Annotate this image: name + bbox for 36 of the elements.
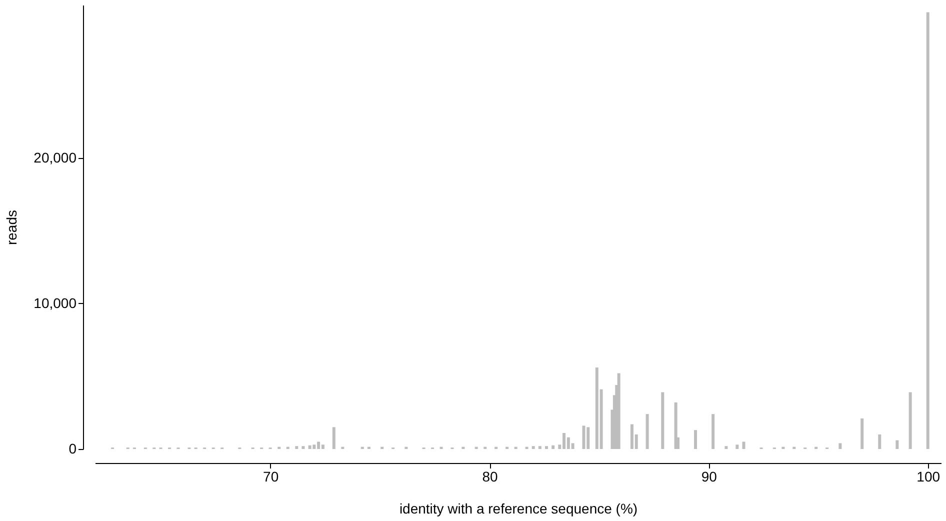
bar — [926, 12, 930, 449]
y-axis-title: reads — [4, 210, 20, 246]
bar — [646, 414, 649, 449]
bar — [742, 442, 746, 449]
bar — [661, 392, 664, 449]
bar — [302, 446, 305, 449]
y-tick-label: 0 — [68, 440, 77, 456]
bar — [878, 434, 882, 449]
bar — [532, 446, 535, 449]
bar — [724, 446, 728, 449]
bar — [617, 373, 620, 449]
bar — [586, 427, 590, 449]
bar — [582, 426, 586, 449]
bar — [860, 418, 864, 449]
bar — [896, 440, 899, 449]
bar — [674, 402, 678, 449]
bar — [295, 446, 298, 449]
bar — [908, 392, 912, 449]
x-tick-label: 70 — [263, 468, 279, 484]
bar — [312, 444, 316, 449]
bar — [321, 444, 324, 449]
x-tick-label: 80 — [482, 468, 498, 484]
bar — [694, 430, 698, 449]
bar — [712, 414, 715, 449]
x-tick-label: 100 — [916, 468, 940, 484]
bar — [544, 446, 548, 449]
bar — [736, 444, 739, 449]
bar — [838, 443, 842, 449]
bar — [332, 427, 336, 449]
y-tick-label: 10,000 — [34, 294, 77, 311]
x-axis-title: identity with a reference sequence (%) — [399, 500, 638, 516]
bar — [308, 445, 312, 449]
x-tick-label: 90 — [701, 468, 718, 484]
bar — [552, 445, 555, 449]
y-tick-label: 20,000 — [34, 149, 77, 166]
bar — [538, 446, 542, 449]
